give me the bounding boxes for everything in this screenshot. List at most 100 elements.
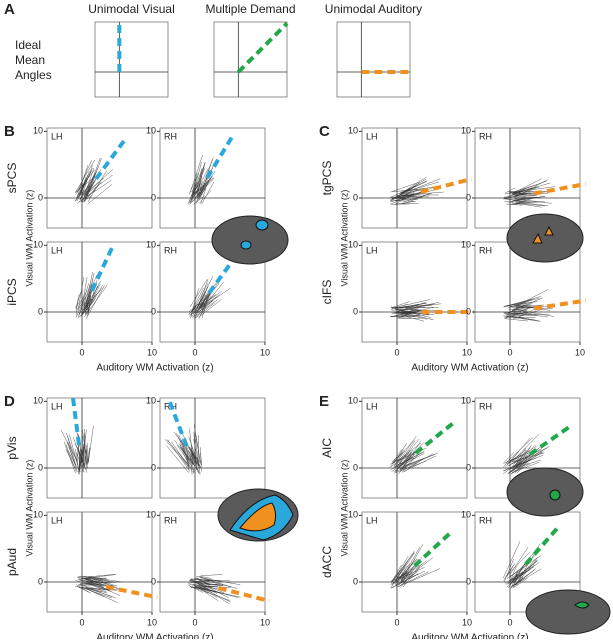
y-tick-label: 0 (353, 306, 358, 316)
y-axis-label: Visual WM Activation (z) (24, 460, 34, 557)
y-tick-label: 10 (348, 126, 358, 136)
axes-box (337, 22, 410, 97)
x-axis-label: Auditory WM Activation (z) (96, 363, 213, 374)
y-axis-label: Visual WM Activation (z) (24, 190, 34, 287)
axes-box (362, 242, 467, 342)
y-tick-label: 0 (38, 306, 43, 316)
y-tick-label: 0 (353, 462, 358, 472)
y-tick-label: 0 (38, 462, 43, 472)
y-tick-label: 0 (353, 192, 358, 202)
region-label: tgPCS (320, 161, 334, 196)
x-tick-label: 10 (147, 347, 157, 357)
y-tick-label: 10 (146, 240, 156, 250)
brain-c (507, 214, 583, 262)
x-tick-label: 10 (462, 347, 472, 357)
x-tick-label: 0 (79, 347, 84, 357)
trace (511, 316, 539, 321)
region-label: sPCS (5, 163, 19, 194)
brain-d (218, 489, 298, 541)
panel-label: B (4, 123, 15, 140)
hemisphere-label: LH (51, 245, 63, 255)
mean-angle-line (96, 138, 126, 179)
region-label: dACC (320, 546, 334, 578)
x-tick-label: 0 (192, 617, 197, 627)
y-tick-label: 0 (353, 576, 358, 586)
hemisphere-label: RH (164, 515, 177, 525)
region-label: AIC (320, 438, 334, 458)
axes-box (47, 128, 152, 228)
y-tick-label: 10 (461, 396, 471, 406)
x-axis-label: Auditory WM Activation (z) (411, 363, 528, 374)
y-tick-label: 10 (461, 126, 471, 136)
y-tick-label: 0 (151, 192, 156, 202)
y-tick-label: 0 (38, 192, 43, 202)
region-label: iPCS (5, 278, 19, 305)
mean-angle-line (416, 421, 456, 453)
y-tick-label: 10 (33, 240, 43, 250)
y-tick-label: 10 (33, 126, 43, 136)
mean-angle-line (92, 245, 113, 291)
brain-e (507, 468, 610, 634)
y-tick-label: 0 (151, 306, 156, 316)
panel-label: E (319, 393, 329, 410)
model-title: Unimodal Auditory (325, 2, 422, 16)
panel-label: A (4, 1, 15, 18)
hemisphere-label: LH (51, 131, 63, 141)
y-tick-label: 10 (461, 510, 471, 520)
axes-box (95, 22, 168, 97)
x-tick-label: 0 (192, 347, 197, 357)
axes-box (47, 512, 152, 612)
y-tick-label: 0 (466, 576, 471, 586)
y-tick-label: 10 (146, 510, 156, 520)
y-axis-label: Visual WM Activation (z) (339, 460, 349, 557)
hemisphere-label: LH (366, 131, 378, 141)
hemisphere-label: LH (366, 401, 378, 411)
region-label: pAud (5, 548, 19, 576)
x-axis-label: Auditory WM Activation (z) (411, 633, 528, 639)
region-label: pVis (5, 436, 19, 459)
axes-box (362, 128, 467, 228)
axes-box (47, 242, 152, 342)
hemisphere-label: RH (164, 245, 177, 255)
hemisphere-label: RH (479, 131, 492, 141)
y-tick-label: 10 (461, 240, 471, 250)
mean-angle-line (415, 531, 453, 566)
y-tick-label: 10 (348, 240, 358, 250)
model-title: Multiple Demand (205, 2, 295, 16)
trace (512, 434, 539, 462)
x-tick-label: 0 (79, 617, 84, 627)
x-tick-label: 0 (507, 347, 512, 357)
y-tick-label: 10 (146, 126, 156, 136)
model-title: Unimodal Visual (88, 2, 175, 16)
hemisphere-label: LH (366, 245, 378, 255)
hemisphere-label: RH (164, 131, 177, 141)
x-tick-label: 10 (575, 347, 585, 357)
trace (88, 426, 93, 462)
mean-angle-line (207, 134, 233, 177)
y-axis-label: Visual WM Activation (z) (339, 190, 349, 287)
x-tick-label: 10 (147, 617, 157, 627)
x-tick-label: 0 (394, 347, 399, 357)
hemisphere-label: RH (479, 401, 492, 411)
x-tick-label: 0 (507, 617, 512, 627)
mean-angle-line (526, 526, 560, 564)
panel-label: C (319, 123, 330, 140)
x-tick-label: 10 (260, 347, 270, 357)
y-tick-label: 10 (33, 510, 43, 520)
mean-angle-line (106, 587, 157, 597)
mean-angle-line (534, 301, 586, 309)
mean-angle-line (238, 23, 287, 72)
mean-angle-line (530, 425, 572, 454)
y-tick-label: 0 (151, 576, 156, 586)
axes-box (160, 128, 265, 228)
x-tick-label: 10 (260, 617, 270, 627)
hemisphere-label: LH (366, 515, 378, 525)
hemisphere-label: RH (479, 245, 492, 255)
hemisphere-label: LH (51, 401, 63, 411)
mean-angle-line (169, 399, 187, 446)
axes-box (47, 398, 152, 498)
hemisphere-label: LH (51, 515, 63, 525)
row-label: Angles (15, 68, 52, 82)
brain-b (212, 216, 288, 264)
